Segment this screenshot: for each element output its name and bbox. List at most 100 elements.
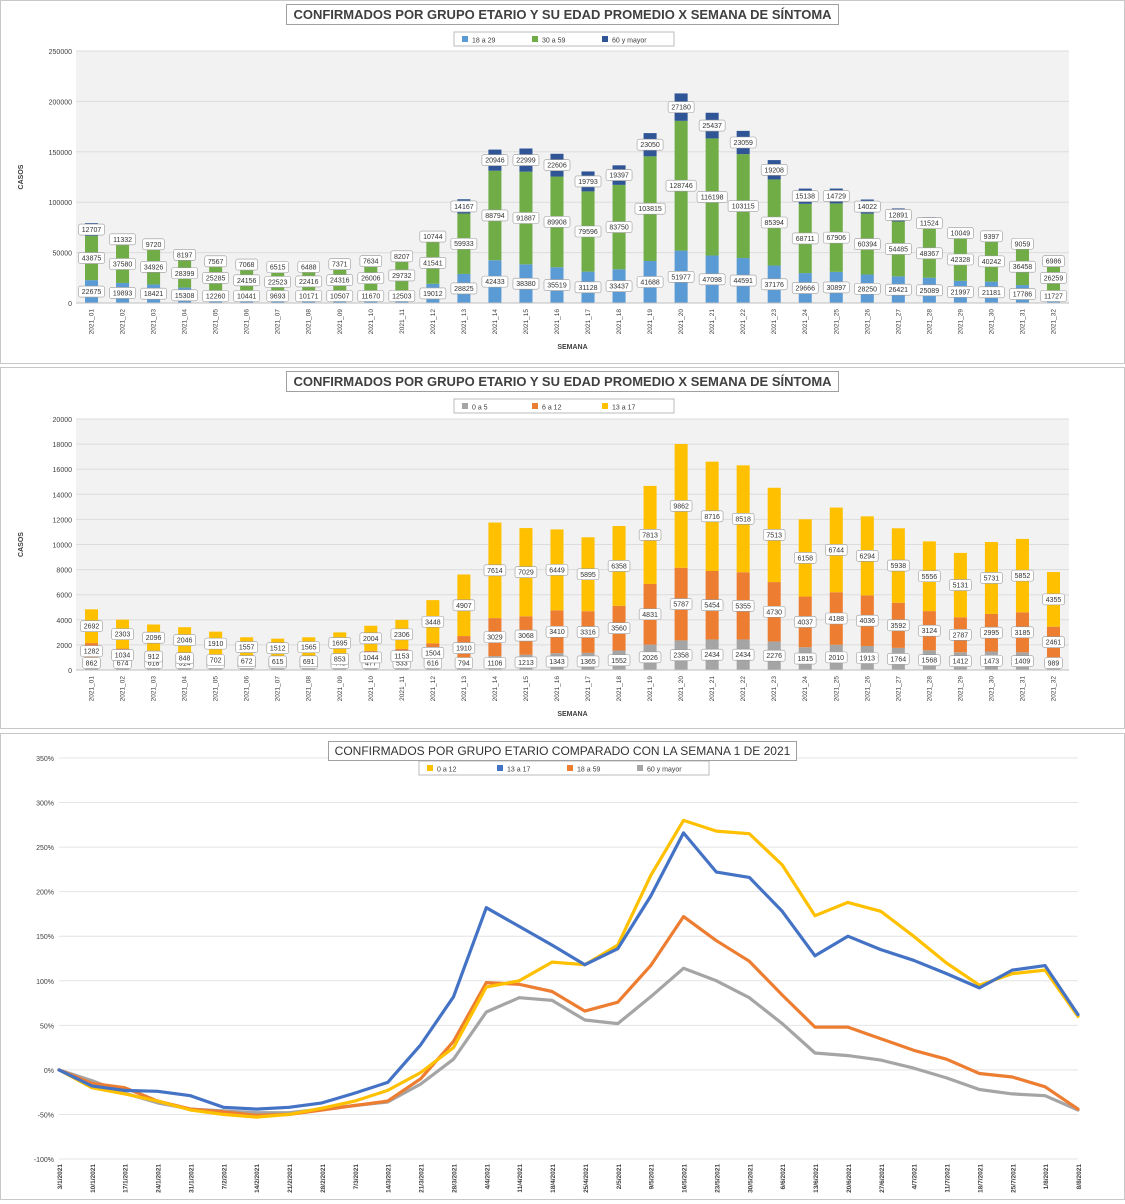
data-label-box bbox=[545, 655, 569, 668]
data-label: 85394 bbox=[764, 220, 784, 227]
data-label: 3068 bbox=[518, 633, 534, 640]
data-label: 14167 bbox=[454, 204, 474, 211]
data-label-box bbox=[760, 163, 788, 176]
data-label-box bbox=[140, 287, 167, 300]
data-label-box bbox=[1009, 288, 1036, 300]
data-label: 672 bbox=[241, 659, 253, 666]
data-label: 6294 bbox=[860, 553, 876, 560]
data-label-box bbox=[390, 250, 414, 263]
data-point bbox=[484, 906, 488, 910]
x-tick-label: 2021_16 bbox=[554, 676, 561, 702]
x-tick-label: 2021_28 bbox=[926, 309, 933, 335]
data-point bbox=[550, 990, 554, 993]
y-tick-label: 6000 bbox=[56, 593, 72, 600]
data-label: 1910 bbox=[456, 646, 472, 653]
data-label: 6515 bbox=[270, 265, 286, 272]
data-point bbox=[977, 986, 981, 990]
data-label-box bbox=[638, 529, 662, 541]
legend-label: 30 a 59 bbox=[542, 38, 565, 45]
x-tick-label: 11/4/2021 bbox=[517, 1164, 524, 1193]
x-tick-label: 2021_27 bbox=[895, 676, 902, 702]
legend-label: 0 a 5 bbox=[472, 405, 488, 412]
data-label: 27180 bbox=[671, 105, 691, 112]
data-point bbox=[353, 1099, 357, 1103]
data-label: 2004 bbox=[363, 636, 379, 643]
data-label-box bbox=[204, 255, 227, 268]
data-label: 6488 bbox=[301, 264, 317, 271]
data-label: 25285 bbox=[206, 275, 226, 282]
data-label-box bbox=[142, 631, 165, 644]
data-label: 3560 bbox=[611, 626, 627, 633]
data-point bbox=[156, 1099, 160, 1103]
x-tick-label: 2021_03 bbox=[151, 676, 158, 702]
data-label: 25437 bbox=[702, 123, 722, 130]
data-label-box bbox=[698, 119, 726, 132]
data-point bbox=[813, 954, 817, 958]
data-point bbox=[616, 947, 620, 951]
data-point bbox=[452, 1057, 455, 1061]
data-label-box bbox=[481, 275, 509, 288]
legend-box bbox=[453, 398, 675, 414]
data-label-box bbox=[326, 290, 354, 302]
data-point bbox=[715, 829, 718, 833]
data-point bbox=[780, 863, 784, 867]
data-label: 8207 bbox=[394, 254, 410, 261]
data-label-box bbox=[388, 269, 416, 282]
x-tick-label: 8/8/2021 bbox=[1076, 1164, 1083, 1190]
data-label-box bbox=[326, 274, 354, 286]
x-tick-label: 18/4/2021 bbox=[550, 1164, 557, 1193]
x-tick-label: 2021_01 bbox=[89, 676, 96, 702]
data-label: 38380 bbox=[516, 281, 536, 288]
data-label-box bbox=[390, 628, 414, 641]
data-point bbox=[287, 1113, 291, 1116]
data-point bbox=[846, 1054, 850, 1058]
data-label-box bbox=[947, 253, 974, 266]
data-label-box bbox=[634, 202, 666, 215]
chart-panel-age-groups-children: CONFIRMADOS POR GRUPO ETARIO Y SU EDAD P… bbox=[0, 367, 1125, 729]
data-label: 1282 bbox=[84, 649, 100, 656]
data-label-box bbox=[266, 290, 289, 302]
data-point bbox=[484, 985, 488, 989]
x-tick-label: 2021_18 bbox=[616, 309, 623, 335]
data-label-box bbox=[853, 238, 881, 250]
data-label: 48367 bbox=[920, 251, 940, 258]
data-label-box bbox=[918, 654, 941, 666]
data-label-box bbox=[388, 290, 416, 302]
data-point bbox=[583, 963, 587, 967]
data-point bbox=[747, 832, 751, 836]
data-label-box bbox=[206, 654, 225, 666]
data-label-box bbox=[78, 285, 105, 298]
data-label-box bbox=[576, 568, 600, 581]
data-label-box bbox=[328, 258, 351, 270]
data-label: 1153 bbox=[394, 654, 409, 661]
data-label-box bbox=[731, 600, 755, 612]
data-label: 989 bbox=[1048, 661, 1060, 668]
data-label: 15138 bbox=[796, 194, 816, 201]
data-label: 22523 bbox=[268, 279, 288, 286]
x-tick-label: 10/1/2021 bbox=[90, 1164, 97, 1193]
data-label: 4037 bbox=[797, 619, 813, 626]
data-point bbox=[1010, 1075, 1014, 1079]
data-label-box bbox=[419, 257, 447, 269]
data-label-box bbox=[202, 290, 229, 302]
data-point bbox=[90, 1084, 94, 1088]
data-label-box bbox=[949, 579, 972, 591]
data-label: 9397 bbox=[984, 234, 1000, 241]
data-label: 2692 bbox=[84, 624, 100, 631]
data-label: 10049 bbox=[951, 231, 971, 238]
data-label-box bbox=[638, 608, 662, 621]
data-label-box bbox=[483, 564, 507, 577]
line-chart-comparison: -100% -50% 0% 50% 100% 150% 200% 250% 300% 350% 3/… bbox=[34, 756, 1083, 1193]
legend-swatch bbox=[602, 403, 608, 409]
x-tick-label: 2021_07 bbox=[275, 309, 282, 335]
data-label: 42433 bbox=[485, 279, 505, 286]
data-label: 83750 bbox=[609, 225, 629, 232]
data-label: 37176 bbox=[764, 282, 784, 289]
data-label: 5852 bbox=[1015, 573, 1031, 580]
data-label-box bbox=[605, 169, 633, 181]
data-label: 35519 bbox=[547, 283, 567, 290]
data-label-box bbox=[822, 231, 850, 244]
data-label: 23050 bbox=[640, 142, 660, 149]
data-label: 1557 bbox=[239, 645, 255, 652]
data-point bbox=[1043, 1094, 1047, 1098]
